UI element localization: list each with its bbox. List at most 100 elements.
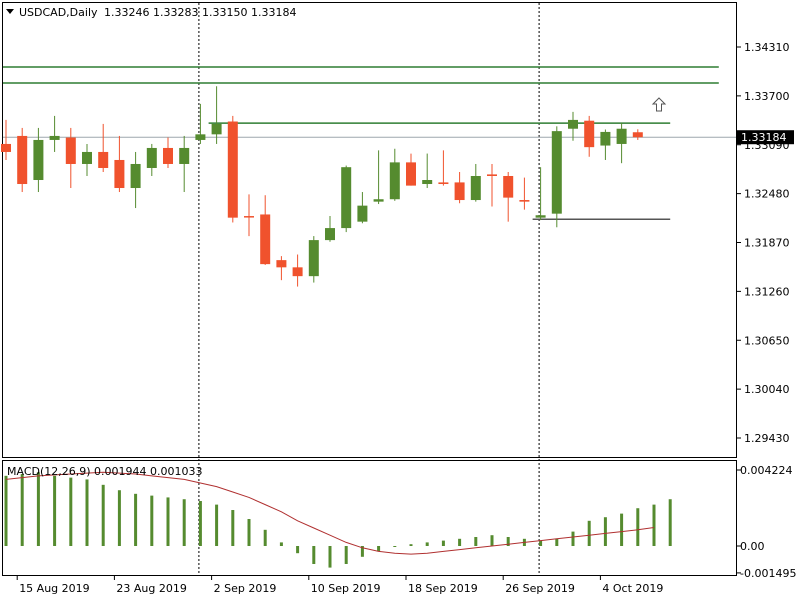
candle-body (82, 151, 92, 164)
macd-panel-frame (2, 460, 737, 576)
candle-body (389, 162, 400, 200)
candle (195, 103, 206, 144)
candle-body (98, 151, 109, 168)
macd-bar (587, 520, 591, 546)
candle (357, 192, 368, 224)
candle-body (325, 228, 335, 241)
macd-tick-label: -0.001495 (740, 567, 796, 580)
candle-body (308, 240, 319, 277)
chart-header: USDCAD,Daily 1.33246 1.33283 1.33150 1.3… (6, 6, 296, 19)
macd-bar (296, 546, 300, 554)
candle (227, 115, 238, 223)
macd-bar (231, 510, 235, 546)
macd-bar (490, 535, 494, 546)
candle (487, 163, 497, 207)
macd-axis: 0.004224 0.00 -0.001495 (737, 464, 796, 580)
price-tick-label: 1.31870 (744, 237, 790, 250)
macd-bar (409, 544, 413, 546)
candle-body (616, 128, 627, 144)
macd-bar (555, 538, 559, 546)
date-axis: 15 Aug 2019 23 Aug 2019 2 Sep 2019 10 Sep 2… (16, 576, 663, 595)
candle (422, 153, 433, 189)
candle (163, 137, 173, 168)
candle (49, 115, 60, 152)
candle (568, 111, 578, 141)
candle-body (17, 135, 28, 185)
candle (211, 86, 222, 144)
macd-bar (101, 484, 105, 546)
macd-bar (4, 475, 8, 546)
macd-bar (134, 493, 138, 546)
macd-bar (377, 546, 381, 552)
macd-tick-label: 0.004224 (740, 464, 793, 477)
candle (535, 167, 546, 221)
candle (308, 236, 319, 283)
candle (503, 171, 514, 222)
symbol-label: USDCAD,Daily (19, 6, 98, 19)
date-tick-label: 18 Sep 2019 (408, 582, 478, 595)
macd-bar (215, 504, 219, 546)
candle-body (470, 175, 481, 201)
candle (341, 165, 352, 233)
macd-bar (360, 546, 364, 557)
price-tick-label: 1.31260 (744, 285, 790, 298)
candle-body (373, 199, 384, 202)
candle-body (130, 163, 141, 189)
candle (632, 129, 643, 140)
macd-bar (182, 499, 186, 546)
candle-body (519, 200, 530, 202)
candle (325, 216, 335, 242)
candle (1, 119, 11, 160)
macd-bar (636, 508, 640, 546)
macd-bar (506, 537, 510, 546)
macd-bar (117, 490, 121, 546)
candle (130, 151, 141, 209)
macd-bar (668, 499, 672, 546)
candle (470, 163, 481, 202)
macd-signal-line (5, 471, 655, 555)
candle-body (568, 119, 578, 129)
date-tick-label: 10 Sep 2019 (311, 582, 381, 595)
candle (114, 135, 125, 193)
candle-body (454, 182, 465, 201)
macd-bar (441, 540, 445, 546)
candle-body (49, 135, 60, 140)
candle (98, 123, 109, 172)
candle-body (195, 134, 206, 140)
price-axis: 1.343101.337001.330901.324801.318701.312… (737, 41, 790, 445)
macd-bar (69, 477, 73, 546)
candle (244, 194, 254, 237)
date-tick-label: 2 Sep 2019 (214, 582, 277, 595)
candle-body (146, 147, 157, 168)
candle-body (438, 182, 449, 185)
candle-body (551, 131, 562, 214)
current-price-tag: 1.33184 (737, 130, 794, 145)
candle-body (65, 137, 76, 164)
price-tick-label: 1.30040 (744, 383, 790, 396)
candle (406, 153, 416, 186)
main-panel-frame (2, 2, 737, 458)
candle-body (1, 143, 11, 152)
price-tick-label: 1.33700 (744, 90, 790, 103)
macd-bar (36, 472, 40, 546)
candle-body (600, 131, 611, 146)
candle (389, 148, 400, 201)
candle-body (114, 159, 125, 189)
candle (292, 254, 303, 287)
macd-bar (458, 538, 462, 546)
macd-tick-label: 0.00 (740, 540, 765, 553)
macd-bar (571, 531, 575, 546)
candle-body (422, 180, 433, 185)
candle-body (357, 205, 368, 222)
price-tick-label: 1.34310 (744, 41, 790, 54)
candle-body (179, 147, 190, 164)
candle (82, 143, 92, 176)
candle-body (406, 162, 416, 186)
candle-body (292, 267, 303, 277)
current-price-tag-box (737, 130, 794, 145)
macd-header: MACD(12,26,9) 0.001944 0.001033 (7, 465, 203, 478)
dropdown-triangle-icon[interactable] (6, 9, 14, 14)
macd-bar (620, 513, 624, 546)
candlestick-series (1, 86, 643, 287)
price-tick-label: 1.32480 (744, 188, 790, 201)
